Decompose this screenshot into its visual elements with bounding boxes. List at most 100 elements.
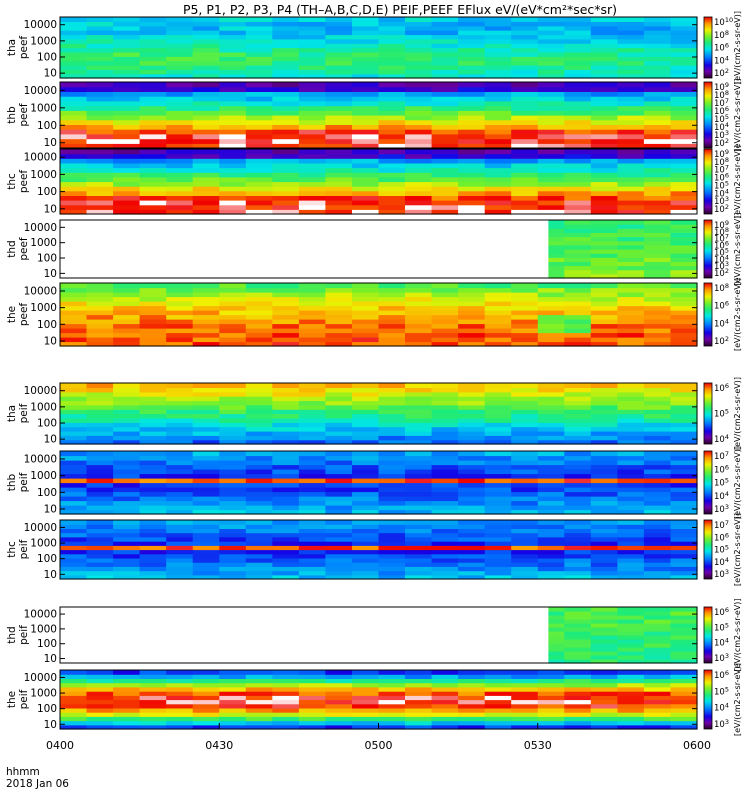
heatmap-cell <box>219 129 247 135</box>
heatmap-cell <box>564 82 592 88</box>
heatmap-cell <box>617 509 645 515</box>
heatmap-cell <box>670 509 698 515</box>
heatmap-cell <box>325 674 353 679</box>
heatmap-cell <box>670 724 698 730</box>
heatmap-cell <box>60 200 88 206</box>
heatmap-cell <box>590 310 618 316</box>
heatmap-cell <box>298 56 326 62</box>
heatmap-cell <box>511 56 539 62</box>
heatmap-cell <box>325 520 353 525</box>
panel-ylabel: tha <box>6 405 18 422</box>
heatmap-cell <box>511 491 539 497</box>
heatmap-cell <box>113 528 141 534</box>
heatmap-cell <box>192 562 220 567</box>
heatmap-cell <box>484 528 512 534</box>
heatmap-cell <box>325 417 353 423</box>
heatmap-cell <box>60 296 88 302</box>
heatmap-cell <box>245 570 273 576</box>
heatmap-cell <box>219 712 247 717</box>
heatmap-cell <box>617 430 645 436</box>
heatmap-cell <box>564 686 592 692</box>
heatmap-cell <box>352 158 380 164</box>
heatmap-cell <box>378 305 406 311</box>
heatmap-cell <box>352 557 380 563</box>
heatmap-cell <box>139 541 167 546</box>
heatmap-cell <box>458 707 486 713</box>
heatmap-cell <box>537 181 565 187</box>
heatmap-cell <box>670 631 698 636</box>
heatmap-cell <box>548 647 565 652</box>
heatmap-cell <box>192 30 220 36</box>
heatmap-cell <box>60 553 88 559</box>
heatmap-cell <box>670 51 698 57</box>
heatmap-cell <box>590 651 618 656</box>
heatmap-cell <box>564 464 592 470</box>
heatmap-cell <box>590 482 618 488</box>
heatmap-cell <box>192 670 220 675</box>
heatmap-cell <box>590 607 618 612</box>
heatmap-cell <box>484 143 512 149</box>
heatmap-cell <box>113 400 141 406</box>
heatmap-cell <box>378 17 406 22</box>
heatmap-cell <box>643 301 671 307</box>
heatmap-cell <box>378 64 406 70</box>
heatmap-cell <box>60 720 88 726</box>
heatmap-cell <box>113 695 141 701</box>
heatmap-cell <box>590 328 618 334</box>
heatmap-cell <box>564 383 592 388</box>
heatmap-cell <box>564 181 592 187</box>
heatmap-cell <box>113 119 141 125</box>
heatmap-cell <box>537 383 565 388</box>
heatmap-cell <box>458 301 486 307</box>
heatmap-cell <box>511 314 539 320</box>
heatmap-cell <box>564 460 592 466</box>
heatmap-cell <box>643 138 671 144</box>
heatmap-cell <box>219 509 247 515</box>
heatmap-cell <box>617 643 645 648</box>
heatmap-cell <box>670 691 698 696</box>
heatmap-cell <box>60 143 88 149</box>
heatmap-cell <box>537 296 565 302</box>
heatmap-cell <box>245 716 273 722</box>
heatmap-cell <box>670 482 698 488</box>
heatmap-cell <box>617 153 645 159</box>
heatmap-cell <box>298 541 326 546</box>
heatmap-cell <box>537 712 565 717</box>
heatmap-cell <box>405 460 433 466</box>
heatmap-cell <box>405 557 433 563</box>
heatmap-cell <box>378 426 406 432</box>
panel-ylabel: thb <box>6 473 18 491</box>
heatmap-cell <box>298 133 326 140</box>
heatmap-cell <box>458 296 486 302</box>
heatmap-cell <box>219 439 247 445</box>
heatmap-cell <box>378 455 406 461</box>
heatmap-cell <box>537 283 565 289</box>
heatmap-cell <box>245 64 273 70</box>
heatmap-cell <box>431 699 459 705</box>
heatmap-cell <box>564 56 592 62</box>
heatmap-cell <box>670 232 698 238</box>
heatmap-cell <box>378 387 406 393</box>
heatmap-cell <box>590 396 618 402</box>
heatmap-cell <box>617 549 645 555</box>
heatmap-cell <box>192 469 220 475</box>
heatmap-cell <box>325 56 353 62</box>
heatmap-cell <box>458 56 486 62</box>
heatmap-cell <box>484 383 512 388</box>
heatmap-cell <box>537 404 565 410</box>
heatmap-cell <box>60 287 88 293</box>
heatmap-cell <box>431 500 459 506</box>
heatmap-cell <box>219 100 247 107</box>
heatmap-cell <box>192 383 220 388</box>
heatmap-cell <box>378 460 406 466</box>
heatmap-cell <box>590 228 618 233</box>
heatmap-cell <box>590 647 618 652</box>
heatmap-cell <box>590 292 618 298</box>
y-tick-label: 100 <box>37 553 57 565</box>
heatmap-cell <box>60 176 88 183</box>
heatmap-cell <box>60 124 88 130</box>
heatmap-cell <box>60 678 88 684</box>
heatmap-cell <box>564 190 592 196</box>
heatmap-cell <box>458 34 486 40</box>
